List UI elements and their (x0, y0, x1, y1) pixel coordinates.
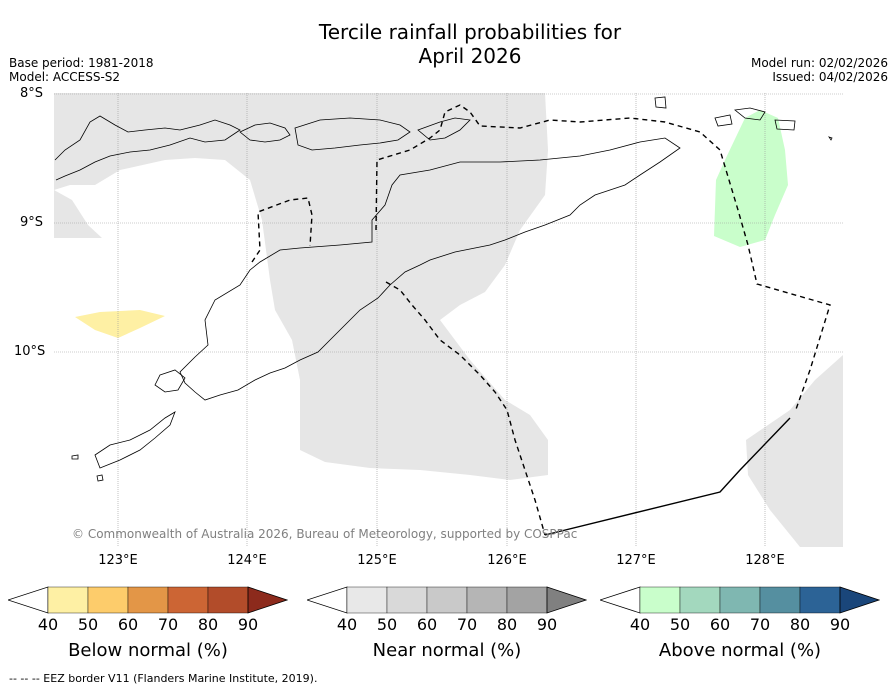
colorbar-near-lower-extend (307, 586, 348, 614)
colorbar-above-tick-90: 90 (829, 615, 851, 634)
model-name: Model: ACCESS-S2 (9, 70, 121, 84)
colorbar-above (600, 586, 880, 614)
lon-label-123e: 123°E (98, 553, 138, 568)
colorbar-near-tick-70: 70 (456, 615, 478, 634)
colorbar-near-bin-1 (346, 586, 388, 614)
colorbar-above-tick-60: 60 (709, 615, 731, 634)
colorbar-below-bin-5 (207, 586, 249, 614)
island-north-chain (54, 115, 241, 181)
below-normal-region (75, 310, 165, 338)
timor-coast (179, 137, 681, 401)
eez-lateral-line (544, 417, 791, 536)
map-title: Tercile rainfall probabilities for April… (0, 20, 896, 68)
island-rote (154, 369, 186, 393)
island-sawu (94, 411, 176, 469)
colorbar-near-tick-50: 50 (376, 615, 398, 634)
colorbar-above-bin-3 (719, 586, 761, 614)
colorbar-above-tick-40: 40 (629, 615, 651, 634)
colorbar-above-tick-50: 50 (669, 615, 691, 634)
issued-date: Issued: 04/02/2026 (772, 70, 888, 84)
colorbar-below-bin-3 (127, 586, 169, 614)
colorbar-above-bin-4 (759, 586, 801, 614)
eez-border (251, 104, 831, 536)
model-run: Model run: 02/02/2026 (750, 56, 888, 70)
map-panel: © Commonwealth of Australia 2026, Bureau… (54, 93, 843, 547)
lat-label-9s: 9°S (20, 215, 44, 230)
near-normal-region-west (54, 190, 102, 238)
colorbar-above-label: Above normal (%) (658, 640, 822, 661)
colorbar-near-bin-5 (506, 586, 548, 614)
colorbar-near-tick-40: 40 (336, 615, 358, 634)
lat-label-8s: 8°S (20, 86, 44, 101)
island-alor (417, 117, 471, 141)
colorbar-near (307, 586, 587, 614)
lon-label-124e: 124°E (227, 553, 267, 568)
gridlines (54, 93, 843, 547)
colorbar-above-bin-1 (639, 586, 681, 614)
near-normal-region-southeast (746, 355, 843, 547)
colorbar-near-bin-2 (386, 586, 428, 614)
colorbar-near-bin-4 (466, 586, 508, 614)
colorbar-above-bin-5 (799, 586, 841, 614)
colorbar-above-upper-extend (839, 586, 880, 614)
colorbar-below-tick-40: 40 (37, 615, 59, 634)
island-small-1 (654, 96, 667, 109)
colorbar-near-upper-extend (546, 586, 587, 614)
colorbar-near-tick-80: 80 (496, 615, 518, 634)
title-line-2: April 2026 (418, 44, 522, 68)
copyright-text: © Commonwealth of Australia 2026, Bureau… (72, 527, 577, 541)
colorbar-below-lower-extend (8, 586, 49, 614)
island-north-2 (239, 122, 291, 143)
colorbar-near-bin-3 (426, 586, 468, 614)
base-period: Base period: 1981-2018 (9, 56, 154, 70)
colorbar-near-tick-90: 90 (536, 615, 558, 634)
colorbar-above-tick-70: 70 (749, 615, 771, 634)
colorbar-below-label: Below normal (%) (68, 640, 228, 661)
lon-label-128e: 128°E (745, 553, 785, 568)
title-line-1: Tercile rainfall probabilities for (318, 20, 622, 44)
island-tiny-2 (96, 474, 104, 482)
lon-label-125e: 125°E (357, 553, 397, 568)
colorbar-below-tick-70: 70 (157, 615, 179, 634)
colorbar-above-tick-80: 80 (789, 615, 811, 634)
near-normal-region (54, 93, 548, 480)
above-normal-region (714, 110, 788, 247)
colorbar-near-tick-60: 60 (416, 615, 438, 634)
colorbar-below-tick-80: 80 (197, 615, 219, 634)
lon-label-127e: 127°E (616, 553, 656, 568)
meta-right: Model run: 02/02/2026 Issued: 04/02/2026 (751, 56, 888, 84)
coastlines (54, 96, 833, 482)
colorbar-near-label: Near normal (%) (372, 640, 522, 661)
colorbar-below-tick-90: 90 (237, 615, 259, 634)
island-tiny-1 (71, 454, 79, 460)
colorbar-below-upper-extend (247, 586, 288, 614)
colorbar-below-tick-60: 60 (117, 615, 139, 634)
island-small-2 (734, 107, 766, 121)
colorbar-below-bin-2 (87, 586, 129, 614)
island-tiny-3 (828, 136, 833, 141)
meta-left: Base period: 1981-2018 Model: ACCESS-S2 (9, 56, 154, 84)
lat-label-10s: 10°S (14, 344, 46, 359)
island-wetar (294, 117, 411, 151)
island-small-4 (774, 119, 796, 131)
colorbar-below-tick-50: 50 (77, 615, 99, 634)
island-small-3 (714, 114, 733, 127)
eez-footnote: -- -- -- EEZ border V11 (Flanders Marine… (9, 672, 318, 685)
colorbar-above-lower-extend (600, 586, 641, 614)
lon-label-126e: 126°E (487, 553, 527, 568)
colorbar-below-bin-4 (167, 586, 209, 614)
colorbar-below-bin-1 (47, 586, 89, 614)
colorbar-above-bin-2 (679, 586, 721, 614)
colorbar-below (8, 586, 288, 614)
